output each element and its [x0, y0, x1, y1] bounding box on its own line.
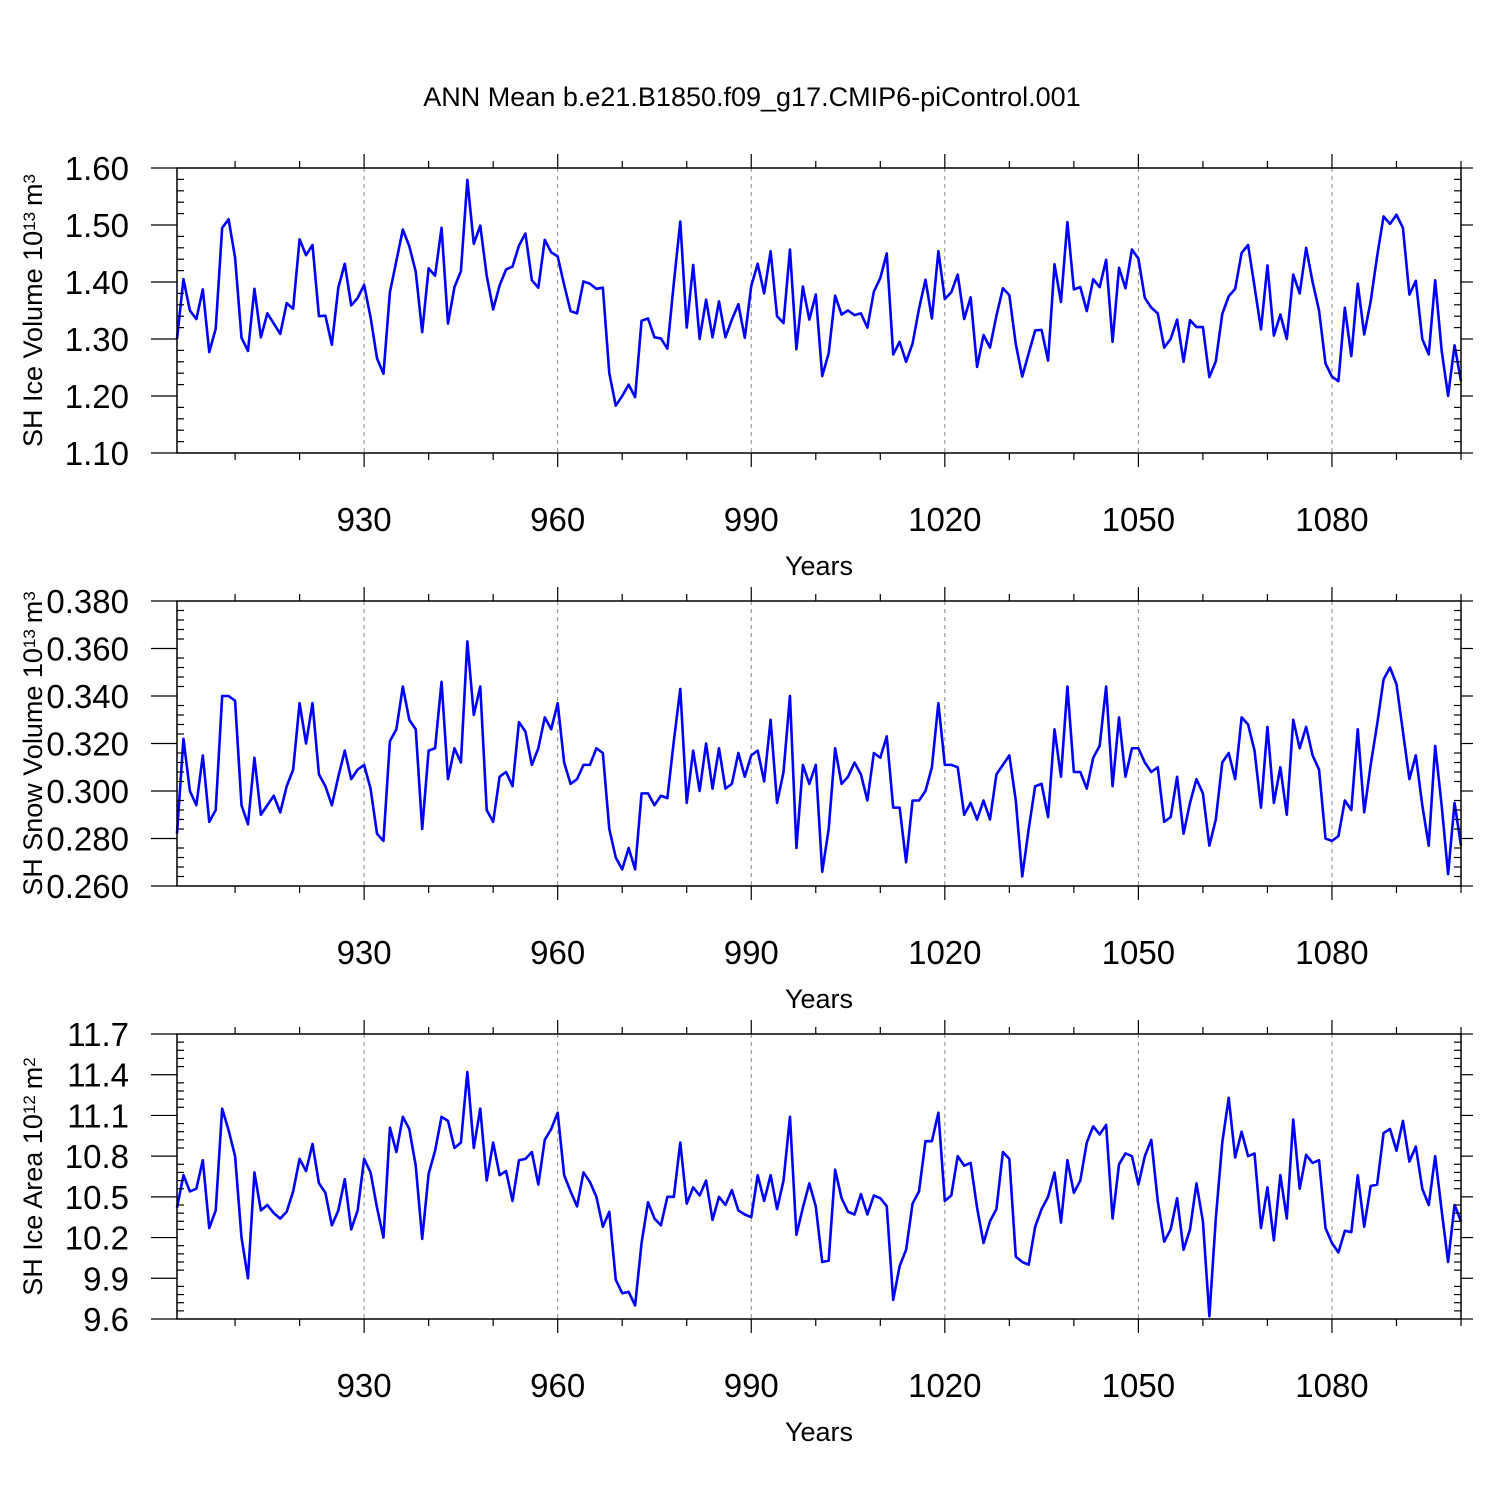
y-axis-label-exponent: 13	[20, 212, 39, 231]
chart-panel-2: 0.260 0.280 0.300 0.320 0.340 0.360 0.380 930 96…	[18, 583, 1473, 1014]
y-tick-label: 11.7	[67, 1016, 129, 1053]
x-tick-label: 1020	[908, 1367, 981, 1404]
y-tick-label: 1.60	[65, 150, 129, 187]
y-axis-label-unit: m	[18, 601, 48, 624]
y-axis-label-unit-exponent: 3	[20, 591, 39, 600]
y-tick-label: 0.280	[46, 821, 129, 858]
y-axis-label-unit: m	[18, 1067, 48, 1090]
y-tick-label: 0.320	[46, 726, 129, 763]
y-tick-label: 11.4	[67, 1057, 129, 1094]
y-tick-label: 10.2	[65, 1220, 129, 1257]
x-tick-label: 960	[530, 1367, 585, 1404]
x-tick-label: 990	[724, 501, 779, 538]
series-line	[175, 1070, 1463, 1318]
x-tick-label: 1020	[908, 501, 981, 538]
y-tick-label: 1.20	[65, 378, 129, 415]
x-axis-label: Years	[785, 551, 853, 581]
y-axis-label-main: SH Snow Volume 10	[18, 648, 48, 896]
x-tick-label: 1080	[1295, 501, 1368, 538]
series-line	[175, 640, 1463, 878]
y-tick-label: 1.30	[65, 321, 129, 358]
x-axis-label: Years	[785, 1417, 853, 1447]
chart-title: ANN Mean b.e21.B1850.f09_g17.CMIP6-piCon…	[423, 82, 1080, 112]
y-axis-label-exponent: 12	[20, 1095, 39, 1114]
chart-panel-1: 1.10 1.20 1.30 1.40 1.50 1.60 930 960 990 1020 105…	[18, 150, 1473, 581]
y-axis-label: SH Snow Volume 1013 m3	[18, 591, 48, 896]
x-tick-label: 960	[530, 934, 585, 971]
y-axis-label-main: SH Ice Area 10	[18, 1114, 48, 1296]
y-tick-label: 0.340	[46, 678, 129, 715]
y-tick-label: 1.40	[65, 264, 129, 301]
series-line	[175, 178, 1463, 407]
y-tick-label: 9.9	[83, 1260, 129, 1297]
y-axis-label-unit: m	[18, 183, 48, 206]
y-axis-label: SH Ice Area 1012 m2	[18, 1057, 48, 1296]
chart-panel-3: 9.6 9.910.2 10.5 10.8 11.111.4 11.7 930 960 990 1…	[18, 1016, 1473, 1447]
x-tick-label: 1050	[1102, 934, 1175, 971]
x-tick-label: 990	[724, 1367, 779, 1404]
x-tick-label: 990	[724, 934, 779, 971]
plot-frame	[176, 1033, 1462, 1320]
y-tick-label: 0.360	[46, 631, 129, 668]
y-tick-label: 1.10	[65, 435, 129, 472]
y-tick-label: 10.5	[65, 1179, 129, 1216]
plot-frame	[176, 167, 1462, 454]
y-axis-label-exponent: 13	[20, 629, 39, 648]
x-tick-label: 1050	[1102, 501, 1175, 538]
x-axis-label: Years	[785, 984, 853, 1014]
x-tick-label: 960	[530, 501, 585, 538]
x-tick-label: 1080	[1295, 934, 1368, 971]
y-tick-label: 0.380	[46, 583, 129, 620]
x-tick-label: 930	[337, 501, 392, 538]
x-tick-label: 930	[337, 1367, 392, 1404]
y-tick-label: 1.50	[65, 207, 129, 244]
y-axis-label-unit-exponent: 2	[20, 1057, 39, 1066]
y-axis-label-main: SH Ice Volume 10	[18, 231, 48, 447]
x-tick-label: 930	[337, 934, 392, 971]
x-tick-label: 1020	[908, 934, 981, 971]
y-tick-label: 11.1	[67, 1097, 129, 1134]
y-tick-label: 0.300	[46, 773, 129, 810]
y-tick-label: 0.260	[46, 868, 129, 905]
y-tick-label: 10.8	[65, 1138, 129, 1175]
y-tick-label: 9.6	[83, 1301, 129, 1338]
y-axis-label-unit-exponent: 3	[20, 174, 39, 183]
y-axis-label: SH Ice Volume 1013 m3	[18, 174, 48, 447]
x-tick-label: 1080	[1295, 1367, 1368, 1404]
x-tick-label: 1050	[1102, 1367, 1175, 1404]
